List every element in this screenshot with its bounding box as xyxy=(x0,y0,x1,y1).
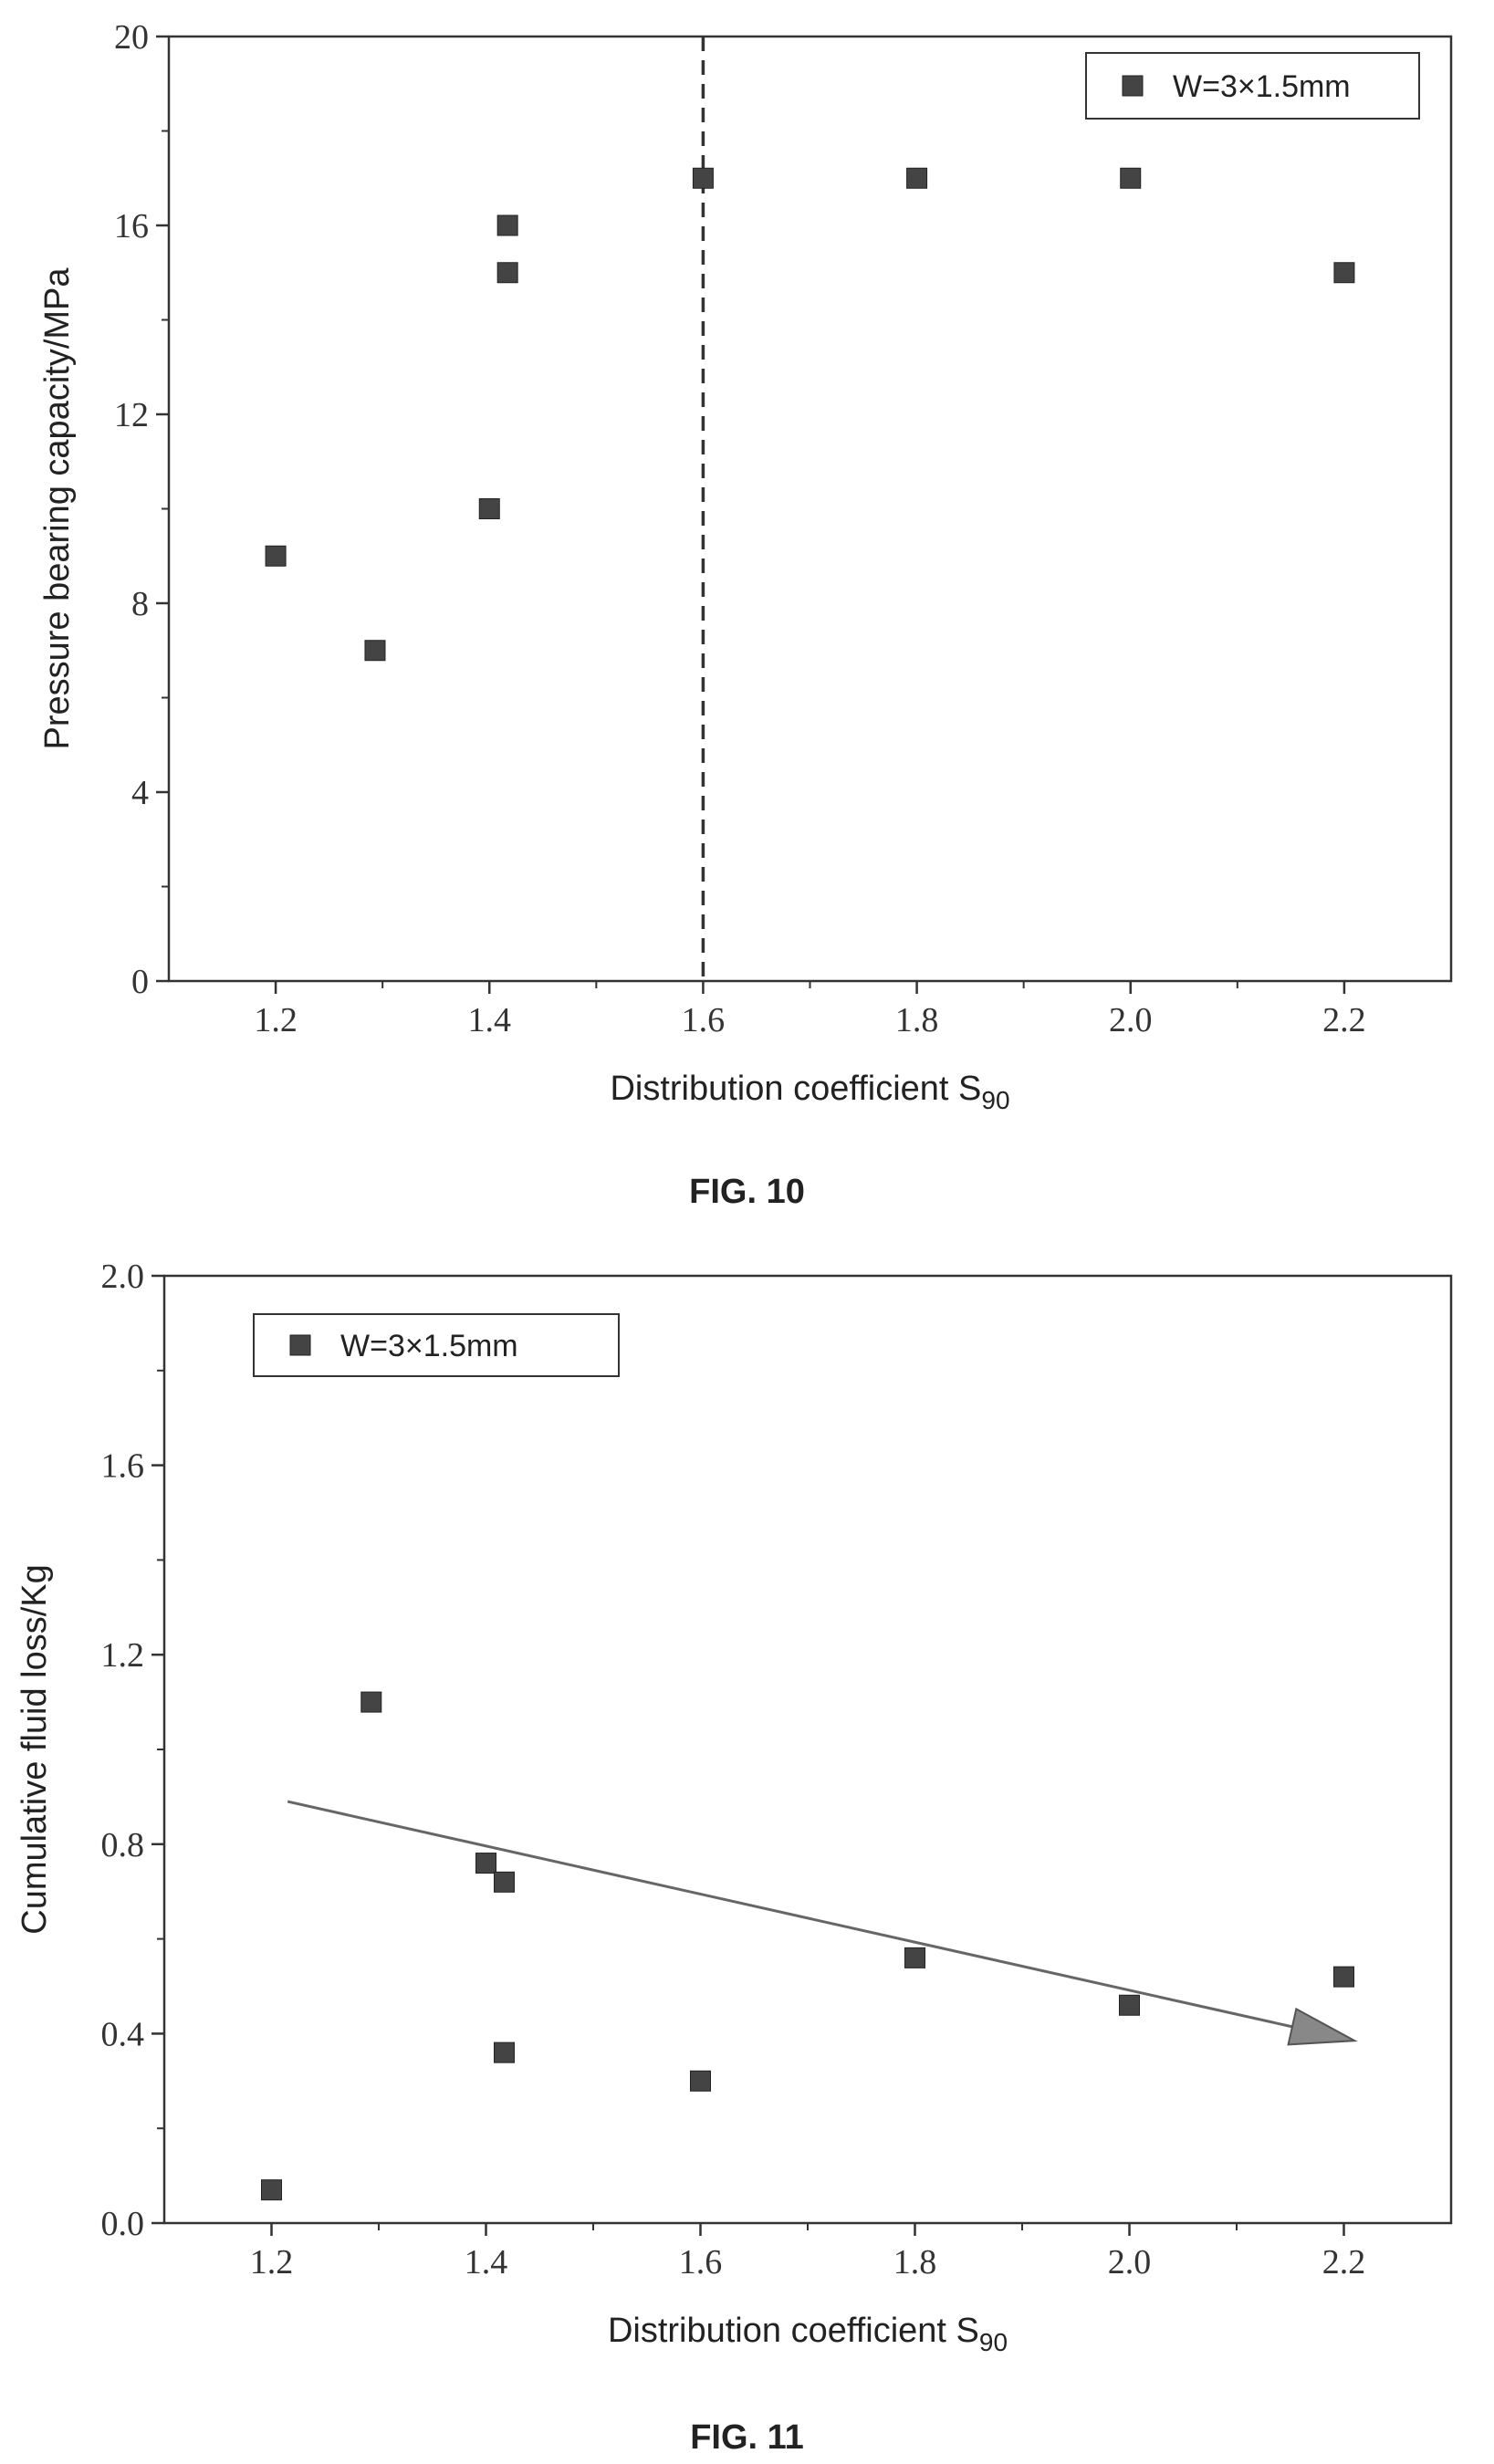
y-axis-label: Pressure bearing capacity/MPa xyxy=(38,267,77,750)
y-tick-label: 12 xyxy=(114,396,149,434)
x-axis-label-text: Distribution coefficient S xyxy=(608,2312,979,2350)
x-tick-label: 2.2 xyxy=(1322,1001,1366,1039)
data-point xyxy=(1120,167,1142,189)
data-point xyxy=(475,1853,496,1874)
fluid-loss-chart: 1.2 1.4 1.6 1.8 2.0 2.2 0.0 0.4 0.8 1.2 1.6 2.0 W=3… xyxy=(16,1258,1453,2356)
plot-frame xyxy=(167,35,1453,983)
data-point xyxy=(496,214,518,236)
y-tick-label: 16 xyxy=(114,207,149,245)
y-tick-label: 0.8 xyxy=(101,1826,145,1864)
x-tick-label: 2.0 xyxy=(1108,2243,1152,2281)
x-axis-label: Distribution coefficient S90 xyxy=(608,2312,1008,2356)
data-point xyxy=(478,498,500,519)
trend-arrow-line xyxy=(287,1800,1293,2029)
data-point xyxy=(1119,1994,1140,2016)
data-point xyxy=(493,2041,515,2063)
data-point xyxy=(364,640,386,662)
x-axis-label: Distribution coefficient S90 xyxy=(610,1070,1009,1114)
x-tick-label: 2.0 xyxy=(1109,1001,1153,1039)
x-tick-label: 1.2 xyxy=(250,2243,294,2281)
data-point xyxy=(360,1691,382,1713)
data-point xyxy=(906,167,928,189)
data-point xyxy=(690,2070,711,2092)
x-tick-label: 1.2 xyxy=(254,1001,298,1039)
x-tick-label: 1.4 xyxy=(465,2243,508,2281)
data-point xyxy=(265,545,287,567)
x-axis-label-subscript: 90 xyxy=(981,1086,1009,1114)
legend-marker xyxy=(289,1334,311,1356)
x-tick-label: 1.6 xyxy=(682,1001,726,1039)
y-axis-label: Cumulative fluid loss/Kg xyxy=(16,1564,54,1935)
legend-marker xyxy=(1122,75,1144,97)
y-tick-label: 8 xyxy=(131,585,149,623)
y-tick-label: 1.2 xyxy=(101,1636,145,1675)
pressure-capacity-chart: 1.2 1.4 1.6 1.8 2.0 2.2 0 4 8 12 16 20 W=3×1.5mm Di… xyxy=(38,18,1453,1114)
x-tick-label: 1.6 xyxy=(679,2243,723,2281)
data-point xyxy=(904,1947,925,1968)
plot-frame xyxy=(162,1274,1453,2225)
y-tick-label: 0.4 xyxy=(101,2015,145,2053)
legend-label: W=3×1.5mm xyxy=(340,1329,518,1363)
y-tick-label: 0 xyxy=(131,963,149,1001)
figure-10-caption: FIG. 10 xyxy=(689,1173,805,1211)
data-point xyxy=(496,262,518,284)
data-point xyxy=(692,167,714,189)
x-tick-label: 1.4 xyxy=(468,1001,512,1039)
x-axis-label-subscript: 90 xyxy=(979,2328,1008,2356)
y-tick-label: 20 xyxy=(114,18,149,57)
data-point xyxy=(1333,262,1355,284)
data-point xyxy=(1333,1966,1354,1988)
x-tick-label: 1.8 xyxy=(893,2243,937,2281)
y-tick-label: 1.6 xyxy=(101,1447,145,1486)
trend-arrow-head xyxy=(1287,2007,1358,2046)
y-tick-label: 2.0 xyxy=(101,1258,145,1296)
legend-box xyxy=(253,1313,620,1377)
data-point xyxy=(261,2179,282,2201)
y-tick-label: 0.0 xyxy=(101,2205,145,2243)
y-tick-label: 4 xyxy=(131,774,149,812)
x-tick-label: 1.8 xyxy=(895,1001,939,1039)
data-point xyxy=(493,1871,515,1893)
legend-label: W=3×1.5mm xyxy=(1173,69,1351,104)
x-tick-label: 2.2 xyxy=(1322,2243,1366,2281)
figure-11-caption: FIG. 11 xyxy=(690,2418,804,2457)
x-axis-label-text: Distribution coefficient S xyxy=(610,1070,981,1108)
